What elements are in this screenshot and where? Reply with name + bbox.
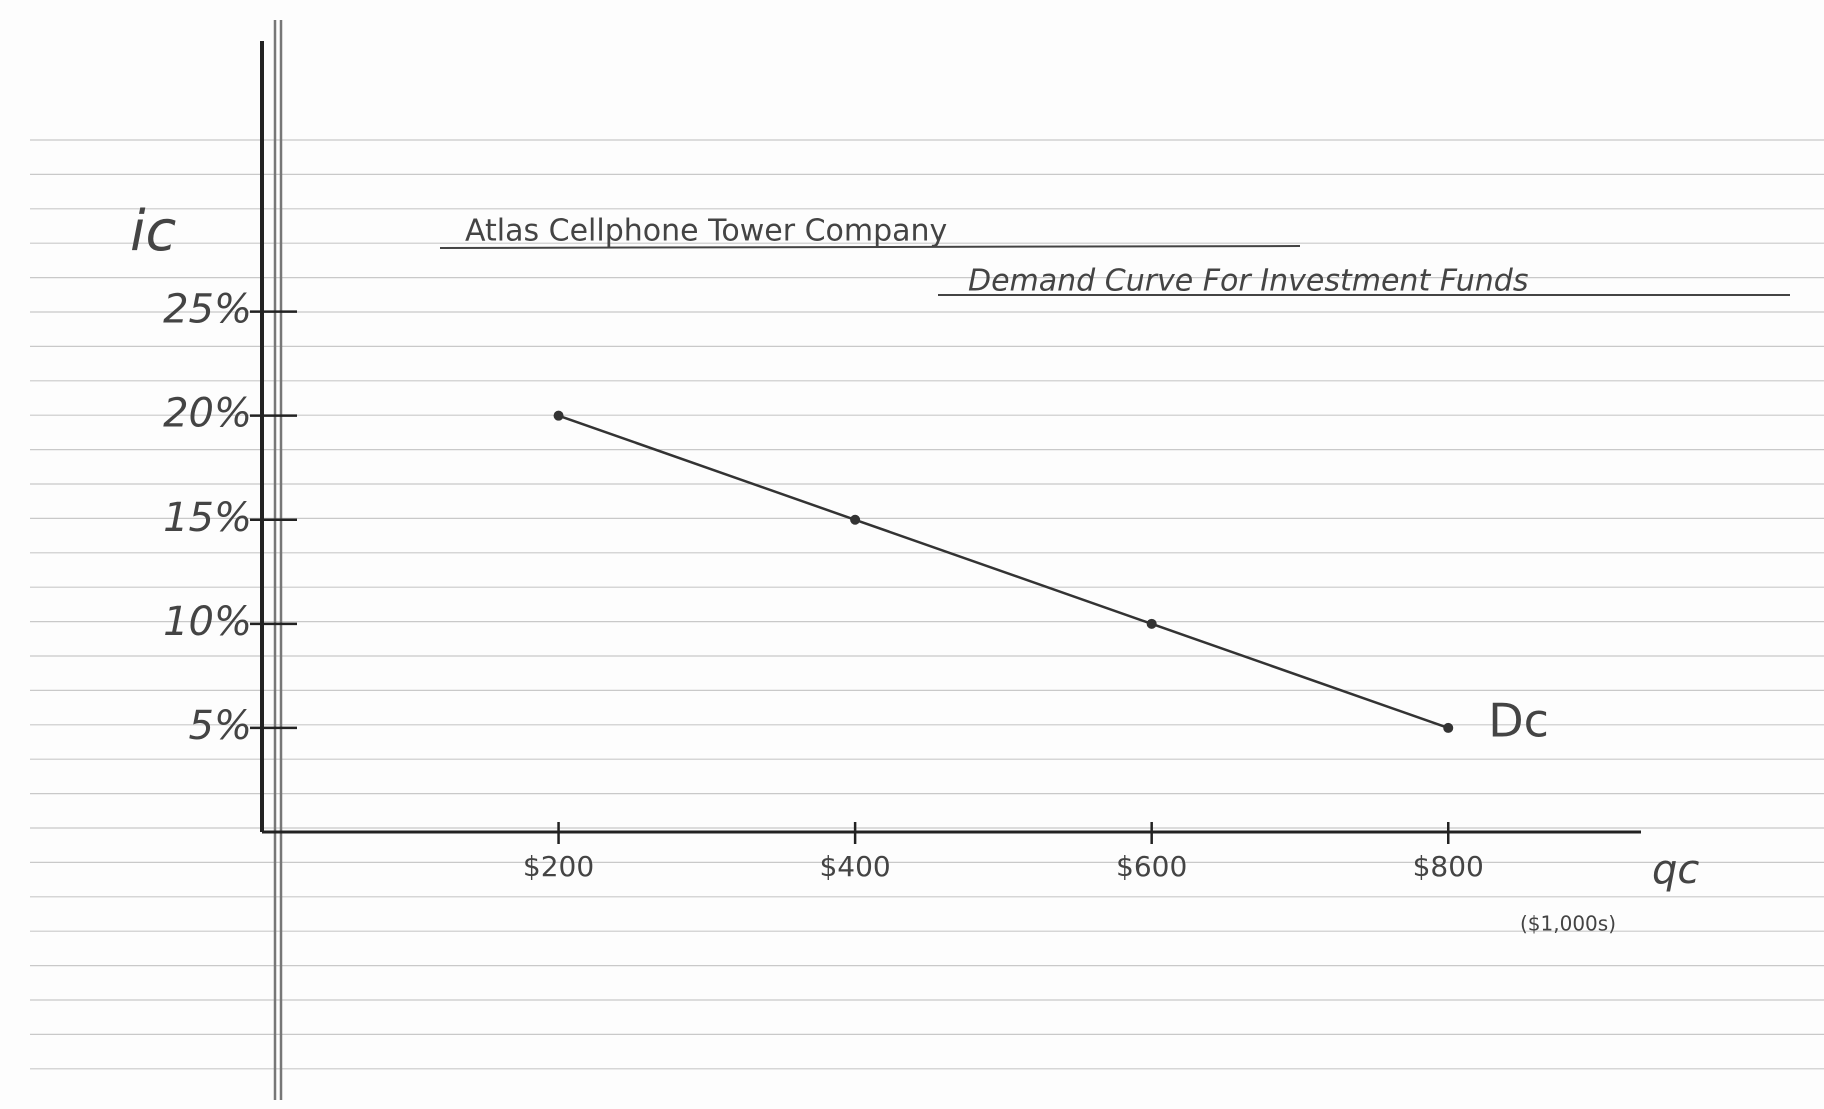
chart-subtitle: Demand Curve For Investment Funds — [968, 264, 1528, 299]
series-label: Dc — [1488, 693, 1549, 747]
x-tick-label: $600 — [1116, 850, 1187, 883]
data-point — [1443, 723, 1453, 733]
chart: Atlas Cellphone Tower Company Demand Cur… — [0, 0, 1824, 1109]
y-tick-label: 5% — [189, 703, 252, 749]
x-tick-label: $800 — [1413, 850, 1484, 883]
chart-title: Atlas Cellphone Tower Company — [465, 214, 947, 249]
x-axis-label: qc — [1652, 847, 1699, 893]
y-tick-label: 20% — [163, 391, 252, 437]
x-axis-note: ($1,000s) — [1520, 912, 1616, 936]
y-axis-label: ic — [130, 199, 177, 264]
paper — [0, 0, 1824, 1109]
y-tick-label: 10% — [163, 599, 252, 645]
y-tick-label: 15% — [163, 495, 252, 541]
data-point — [554, 411, 564, 421]
x-tick-label: $200 — [523, 850, 594, 883]
x-tick-label: $400 — [819, 850, 890, 883]
data-point — [850, 515, 860, 525]
data-point — [1147, 619, 1157, 629]
y-tick-label: 25% — [163, 287, 252, 333]
